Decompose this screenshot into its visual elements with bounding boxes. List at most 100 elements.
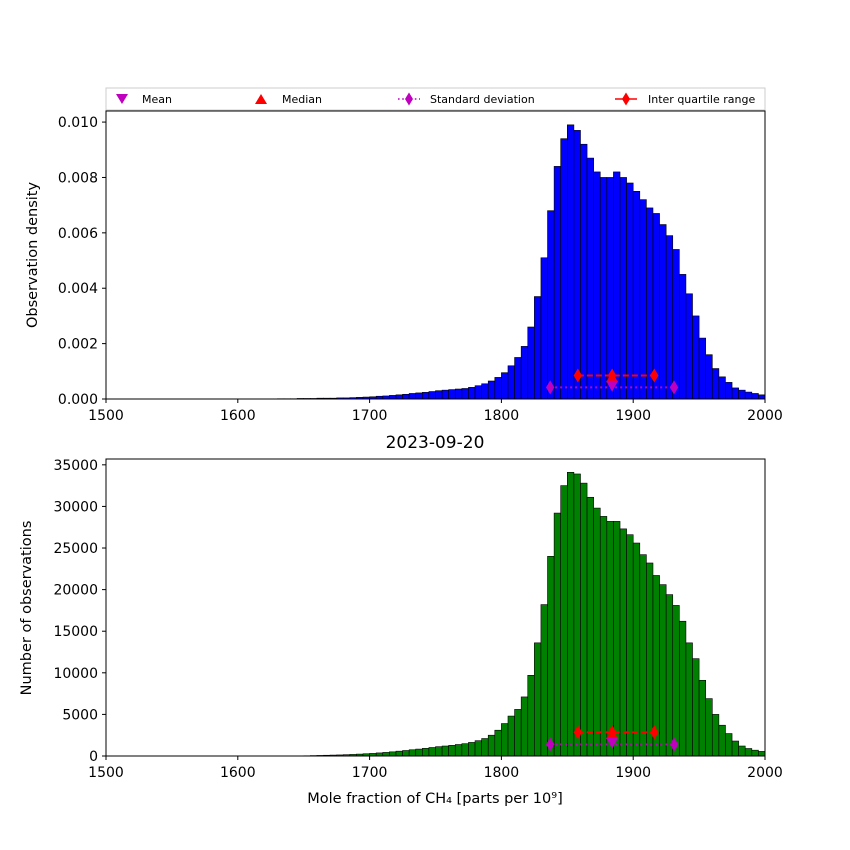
- median-marker-icon: [255, 94, 267, 104]
- density-bar: [448, 389, 456, 400]
- legend-label-median: Median: [282, 93, 322, 106]
- count-bar: [606, 521, 614, 757]
- count-iqr-marker: [650, 725, 659, 740]
- density-bar: [415, 392, 423, 400]
- density-bar: [520, 346, 529, 400]
- count-x-axis-label: Mole fraction of CH₄ [parts per 10⁹]: [307, 791, 562, 807]
- count-x-tick-label: 1800: [484, 765, 520, 781]
- density-bar: [441, 389, 449, 400]
- density-bar: [553, 166, 562, 400]
- density-iqr-marker: [573, 368, 583, 383]
- count-x-tick-label: 1600: [220, 765, 256, 781]
- count-bar: [613, 521, 621, 757]
- density-bar: [402, 393, 410, 400]
- count-bar: [692, 658, 700, 757]
- density-y-ticks: 0.000 0.002 0.004 0.006 0.008 0.010: [58, 115, 106, 408]
- count-bar: [540, 604, 548, 757]
- count-x-tick-label: 1700: [352, 765, 388, 781]
- density-y-axis-label: Observation density: [25, 182, 41, 328]
- count-panel-title: 2023-09-20: [386, 433, 485, 453]
- density-median-marker: [606, 371, 619, 383]
- count-bar: [738, 745, 746, 757]
- density-axes-frame: [105, 110, 766, 400]
- count-bar: [461, 743, 469, 757]
- density-bar: [725, 382, 733, 400]
- count-bar: [487, 734, 496, 757]
- density-bar: [435, 390, 443, 400]
- count-bar: [586, 496, 594, 757]
- density-bar: [487, 380, 496, 400]
- density-bar: [632, 191, 641, 400]
- density-x-tick-label: 1700: [352, 408, 388, 424]
- density-mean-marker: [606, 380, 619, 392]
- density-bar: [501, 372, 509, 400]
- density-std-marker: [669, 380, 679, 395]
- count-bar: [705, 698, 713, 757]
- density-bar: [507, 365, 515, 400]
- count-bar: [448, 745, 456, 757]
- density-bar: [619, 177, 627, 400]
- count-bar: [626, 534, 634, 757]
- iqr-marker-icon: [622, 92, 630, 106]
- count-bar: [514, 709, 522, 757]
- density-std-marker: [545, 380, 555, 395]
- count-bar: [454, 744, 463, 757]
- count-bar: [731, 740, 739, 757]
- density-bar: [468, 387, 476, 400]
- count-bar: [402, 750, 410, 757]
- count-bar: [725, 733, 733, 757]
- count-x-ticks: 1500 1600 1700 1800 1900 2000: [88, 756, 783, 781]
- density-bar: [494, 377, 502, 400]
- count-bar: [428, 747, 436, 757]
- count-bar: [665, 594, 674, 757]
- count-bar: [494, 729, 502, 757]
- density-bar: [428, 391, 436, 400]
- density-bar: [534, 296, 542, 400]
- count-bar: [408, 749, 417, 757]
- density-bar: [408, 393, 417, 400]
- count-std-marker: [545, 737, 555, 752]
- count-bar: [435, 746, 443, 757]
- count-bar: [646, 562, 654, 757]
- density-bar: [705, 354, 713, 400]
- count-bar: [527, 674, 535, 757]
- count-std-marker: [669, 737, 679, 752]
- legend-label-std: Standard deviation: [430, 93, 535, 106]
- density-bar: [692, 315, 700, 400]
- density-bar: [751, 393, 759, 400]
- count-bar: [659, 584, 667, 757]
- density-y-tick-label: 0.008: [58, 170, 98, 186]
- count-bar: [534, 642, 542, 757]
- density-bar: [659, 224, 667, 400]
- count-bar: [758, 751, 766, 757]
- count-bar: [711, 714, 720, 757]
- count-bar: [672, 605, 680, 757]
- density-bar: [481, 383, 489, 400]
- count-y-axis-label: Number of observations: [19, 521, 35, 696]
- count-bar: [520, 696, 529, 757]
- count-mean-marker: [606, 737, 619, 749]
- density-bar: [599, 177, 608, 400]
- density-bar: [586, 157, 594, 400]
- count-bar: [573, 473, 581, 757]
- count-median-marker: [606, 727, 619, 739]
- density-y-tick-label: 0.006: [58, 226, 98, 242]
- count-bar: [468, 742, 476, 757]
- density-bar: [639, 199, 647, 400]
- count-bar: [382, 752, 390, 757]
- legend-entry-median: Median: [255, 93, 322, 106]
- count-bar: [547, 556, 555, 757]
- density-bar: [422, 392, 430, 400]
- count-y-tick-label: 5000: [62, 707, 98, 723]
- count-bar: [415, 748, 423, 757]
- count-bar: [501, 723, 509, 757]
- density-x-ticks: 1500 1600 1700 1800 1900 2000: [88, 399, 783, 424]
- density-bar: [738, 389, 746, 400]
- density-bar: [514, 357, 522, 400]
- density-bar: [698, 337, 706, 400]
- count-y-tick-label: 30000: [53, 499, 98, 515]
- count-y-tick-label: 20000: [53, 583, 98, 599]
- count-y-tick-label: 0: [89, 749, 98, 765]
- density-bar: [665, 235, 674, 400]
- count-bar: [632, 542, 641, 757]
